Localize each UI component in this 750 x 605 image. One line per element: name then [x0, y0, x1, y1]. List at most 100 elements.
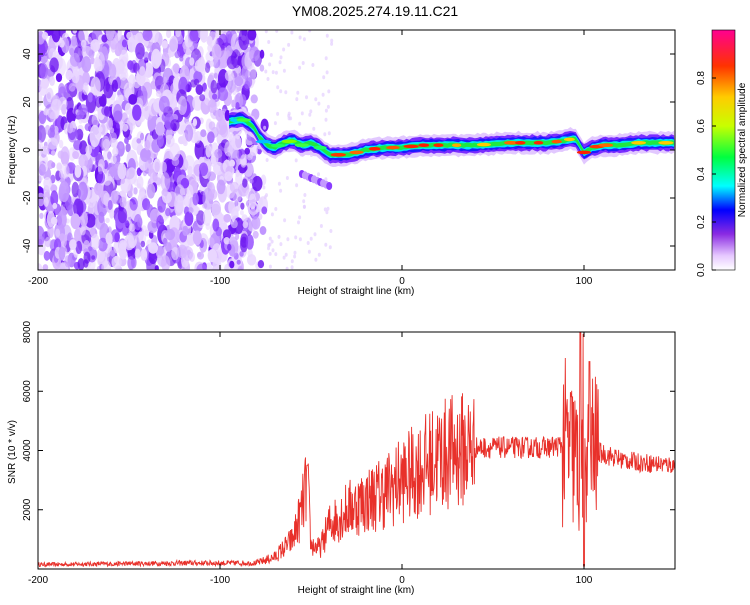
- noise-blob: [156, 121, 165, 136]
- noise-blob: [61, 104, 67, 115]
- noise-speck: [275, 30, 279, 33]
- noise-speck: [298, 237, 302, 242]
- ridge-peak: [349, 150, 364, 155]
- noise-speck: [326, 206, 330, 211]
- noise-blob: [251, 175, 263, 192]
- ridge-peak: [281, 139, 297, 144]
- noise-blob: [72, 30, 78, 34]
- noise-blob: [202, 82, 207, 92]
- noise-blob: [184, 211, 194, 226]
- noise-blob: [50, 190, 59, 207]
- noise-blob: [135, 42, 145, 60]
- noise-blob: [188, 207, 194, 214]
- noise-speck: [264, 30, 268, 34]
- noise-blob: [144, 159, 152, 173]
- noise-blob: [97, 237, 108, 252]
- noise-blob: [213, 72, 218, 79]
- noise-blob: [222, 229, 232, 240]
- noise-blob: [197, 30, 208, 40]
- noise-blob: [223, 213, 232, 223]
- noise-blob: [87, 92, 93, 103]
- noise-blob: [94, 182, 102, 196]
- noise-speck: [283, 218, 287, 223]
- noise-blob: [58, 39, 65, 48]
- noise-blob: [113, 241, 120, 254]
- noise-blob: [81, 56, 92, 73]
- noise-blob: [235, 169, 240, 178]
- noise-blob: [68, 82, 76, 92]
- noise-blob: [43, 250, 51, 261]
- noise-speck: [324, 242, 328, 247]
- noise-speck: [327, 89, 331, 94]
- noise-speck: [274, 207, 278, 211]
- ridge-peak: [658, 141, 674, 145]
- noise-speck: [328, 245, 332, 250]
- noise-blob: [139, 66, 146, 79]
- noise-blob: [258, 213, 263, 221]
- noise-blob: [184, 124, 194, 142]
- x-tick-label: 100: [576, 276, 593, 287]
- noise-speck: [267, 40, 271, 44]
- noise-blob: [245, 188, 256, 201]
- noise-speck: [274, 70, 278, 75]
- noise-blob: [103, 106, 112, 117]
- noise-blob: [156, 215, 164, 231]
- noise-speck: [302, 204, 306, 209]
- noise-blob: [90, 76, 101, 96]
- noise-blob: [75, 128, 84, 141]
- noise-blob: [43, 108, 49, 116]
- noise-blob: [82, 82, 89, 95]
- ridge-peak: [403, 144, 419, 149]
- noise-blob: [109, 208, 115, 219]
- y-tick-label: 20: [22, 96, 33, 108]
- noise-speck: [302, 199, 306, 204]
- noise-blob: [38, 225, 45, 247]
- noise-speck: [323, 132, 327, 137]
- noise-blob: [43, 197, 49, 207]
- noise-blob: [109, 132, 117, 143]
- noise-speck: [273, 121, 277, 126]
- colorbar-tick-label: 0.0: [696, 263, 707, 277]
- noise-blob: [127, 60, 134, 70]
- secondary-feature-blob: [326, 182, 333, 190]
- noise-speck: [282, 255, 286, 260]
- noise-blob: [40, 77, 50, 89]
- noise-blob: [51, 150, 56, 156]
- noise-speck: [277, 181, 281, 186]
- snr-y-axis: 2000 4000 6000 8000: [22, 320, 675, 521]
- noise-blob: [67, 122, 74, 134]
- noise-blob: [39, 212, 44, 219]
- noise-speck: [308, 112, 312, 117]
- ridge-peak: [255, 139, 272, 144]
- noise-blob: [193, 205, 199, 215]
- noise-blob: [242, 221, 249, 229]
- noise-blob: [138, 232, 147, 245]
- noise-blob: [205, 145, 212, 158]
- noise-speck: [284, 90, 288, 95]
- noise-blob: [194, 136, 200, 144]
- noise-blob: [128, 94, 138, 105]
- noise-blob: [55, 73, 63, 83]
- noise-blob: [169, 35, 179, 54]
- noise-speck: [294, 235, 298, 240]
- noise-blob: [71, 35, 78, 47]
- noise-speck: [271, 70, 275, 75]
- noise-blob: [157, 245, 164, 256]
- noise-blob: [38, 92, 43, 107]
- noise-blob: [136, 175, 144, 189]
- ridge-peak: [631, 141, 647, 145]
- noise-speck: [279, 55, 283, 60]
- noise-blob: [245, 234, 254, 251]
- chart-title: YM08.2025.274.19.11.C21: [292, 3, 459, 19]
- noise-speck: [314, 97, 318, 102]
- noise-blob: [38, 139, 44, 157]
- noise-speck: [279, 188, 283, 193]
- noise-blob: [247, 65, 257, 81]
- noise-blob: [69, 239, 77, 251]
- noise-blob: [38, 187, 44, 194]
- noise-blob: [196, 263, 207, 270]
- noise-blob: [247, 249, 253, 258]
- noise-blob: [214, 148, 223, 159]
- noise-blob: [165, 208, 171, 217]
- noise-blob: [251, 216, 261, 230]
